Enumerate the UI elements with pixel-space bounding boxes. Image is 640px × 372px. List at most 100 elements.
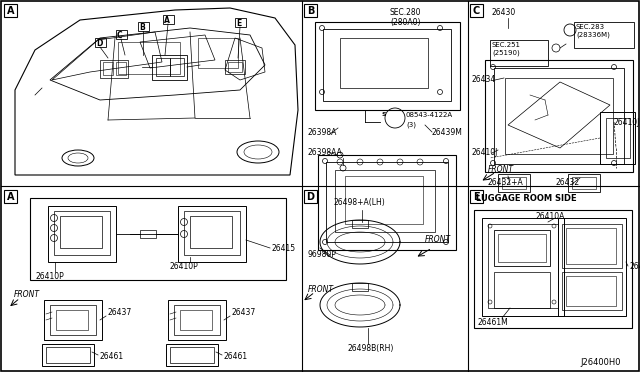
Bar bbox=[116, 30, 127, 39]
Text: J26400H0: J26400H0 bbox=[580, 358, 621, 367]
Text: 26498B(RH): 26498B(RH) bbox=[348, 344, 394, 353]
Bar bbox=[156, 58, 170, 76]
Bar bbox=[606, 118, 630, 158]
Text: (3): (3) bbox=[406, 122, 416, 128]
Text: FRONT: FRONT bbox=[308, 285, 334, 294]
Bar bbox=[198, 38, 238, 68]
Text: LUGGAGE ROOM SIDE: LUGGAGE ROOM SIDE bbox=[476, 194, 577, 203]
Bar bbox=[490, 40, 548, 66]
Text: 26498+A(LH): 26498+A(LH) bbox=[334, 198, 386, 207]
Bar bbox=[488, 224, 558, 308]
Text: C: C bbox=[117, 31, 123, 40]
Text: E: E bbox=[236, 19, 241, 28]
Text: (280A0): (280A0) bbox=[390, 18, 420, 27]
Bar bbox=[184, 211, 240, 255]
Bar bbox=[56, 310, 88, 330]
Text: 26410J: 26410J bbox=[614, 118, 640, 127]
Bar bbox=[235, 18, 246, 27]
Text: SEC.283: SEC.283 bbox=[576, 24, 605, 30]
Bar bbox=[558, 218, 626, 316]
Text: FRONT: FRONT bbox=[425, 235, 451, 244]
Bar bbox=[42, 344, 94, 366]
Bar bbox=[470, 190, 483, 203]
Bar bbox=[140, 230, 156, 238]
Bar bbox=[118, 42, 180, 74]
Bar bbox=[502, 177, 526, 189]
Text: 26461: 26461 bbox=[100, 352, 124, 361]
Bar bbox=[138, 22, 149, 31]
Text: D: D bbox=[307, 192, 314, 202]
Text: D: D bbox=[96, 39, 102, 48]
Text: 26410J: 26410J bbox=[472, 148, 499, 157]
Bar bbox=[178, 206, 246, 262]
Bar bbox=[318, 155, 456, 250]
Bar bbox=[470, 4, 483, 17]
Bar bbox=[485, 60, 633, 172]
Text: 26437: 26437 bbox=[232, 308, 256, 317]
Bar bbox=[50, 305, 96, 335]
Bar bbox=[600, 112, 635, 164]
Text: B: B bbox=[139, 23, 145, 32]
Text: 26410P: 26410P bbox=[170, 262, 199, 271]
Bar bbox=[116, 62, 126, 75]
Text: E: E bbox=[473, 192, 480, 202]
Bar bbox=[335, 170, 435, 232]
Text: 26415N: 26415N bbox=[630, 262, 640, 271]
Bar bbox=[352, 220, 368, 228]
Bar bbox=[103, 62, 113, 75]
Bar bbox=[174, 305, 220, 335]
Bar bbox=[482, 218, 564, 316]
Bar bbox=[228, 62, 242, 72]
Bar bbox=[4, 190, 17, 203]
Text: 26415: 26415 bbox=[272, 244, 296, 253]
Text: (28336M): (28336M) bbox=[576, 32, 610, 38]
Bar bbox=[494, 272, 550, 308]
Bar bbox=[100, 60, 128, 78]
Bar bbox=[166, 344, 218, 366]
Text: SEC.280: SEC.280 bbox=[390, 8, 422, 17]
Bar bbox=[498, 234, 546, 262]
Bar bbox=[168, 300, 226, 340]
Text: FRONT: FRONT bbox=[14, 290, 40, 299]
Bar bbox=[304, 190, 317, 203]
Bar bbox=[315, 22, 460, 110]
Text: 26432+A: 26432+A bbox=[488, 178, 524, 187]
Text: C: C bbox=[473, 6, 480, 16]
Text: 26430: 26430 bbox=[492, 8, 516, 17]
Bar bbox=[572, 177, 596, 189]
Text: 26410A: 26410A bbox=[536, 212, 565, 221]
Text: 26439M: 26439M bbox=[432, 128, 463, 137]
Text: 26398AA: 26398AA bbox=[308, 148, 343, 157]
Text: 26398A: 26398A bbox=[308, 128, 337, 137]
Bar bbox=[54, 211, 110, 255]
Bar bbox=[474, 210, 632, 328]
Bar bbox=[568, 174, 600, 192]
Text: 26432: 26432 bbox=[556, 178, 580, 187]
Bar bbox=[494, 68, 624, 164]
Bar bbox=[326, 162, 448, 242]
Bar bbox=[574, 22, 634, 48]
Bar bbox=[170, 347, 214, 363]
Bar bbox=[498, 174, 530, 192]
Text: 96980P: 96980P bbox=[308, 250, 337, 259]
Text: 08543-4122A: 08543-4122A bbox=[406, 112, 453, 118]
Text: (25190): (25190) bbox=[492, 50, 520, 57]
Bar bbox=[352, 283, 368, 291]
Bar bbox=[170, 58, 184, 76]
Bar bbox=[163, 15, 174, 24]
Bar bbox=[4, 4, 17, 17]
Text: A: A bbox=[164, 16, 170, 25]
Bar bbox=[152, 55, 187, 80]
Bar bbox=[48, 206, 116, 262]
Bar bbox=[44, 300, 102, 340]
Bar bbox=[60, 216, 102, 248]
Bar bbox=[180, 310, 212, 330]
Text: SEC.251: SEC.251 bbox=[492, 42, 521, 48]
Bar bbox=[323, 29, 451, 101]
Text: B: B bbox=[307, 6, 314, 16]
Text: 26410P: 26410P bbox=[35, 272, 64, 281]
Text: A: A bbox=[7, 192, 14, 202]
Bar bbox=[566, 276, 616, 306]
Text: A: A bbox=[7, 6, 14, 16]
Bar bbox=[494, 230, 550, 266]
